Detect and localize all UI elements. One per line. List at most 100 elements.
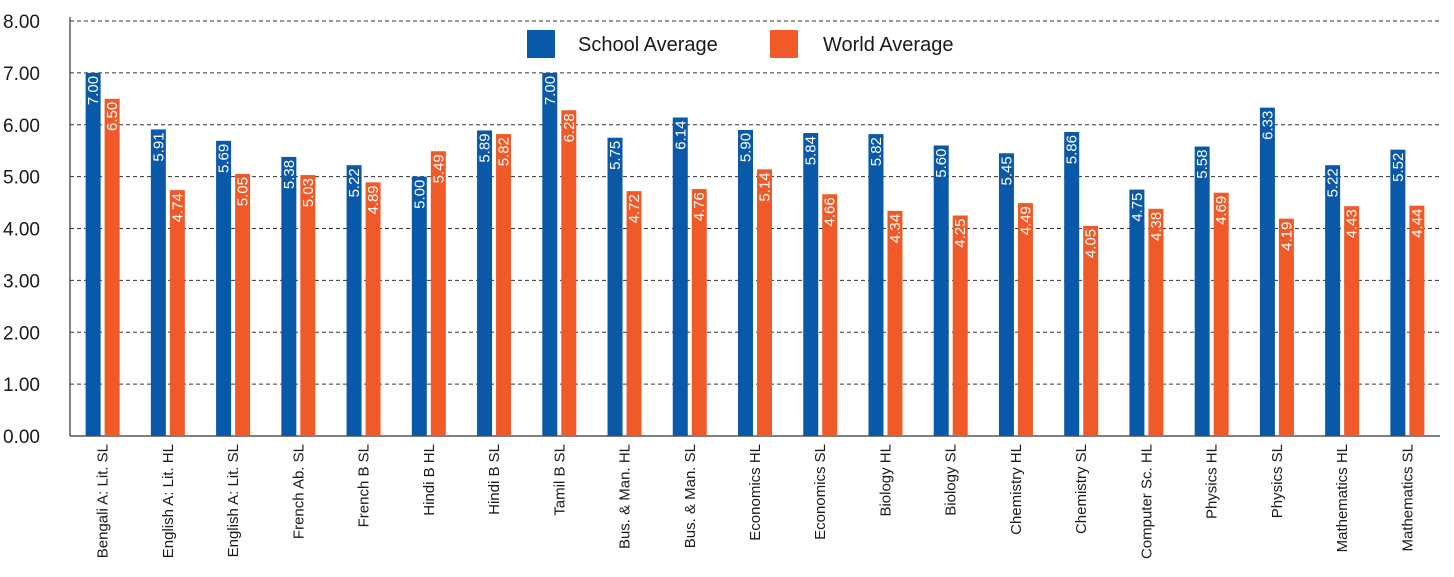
x-tick-label: Economics SL [812, 444, 829, 540]
x-tick-label: Biology SL [943, 444, 960, 516]
world-average-value-label: 4.89 [365, 185, 382, 214]
y-tick-label: 5.00 [3, 168, 40, 189]
world-average-bar [757, 169, 772, 437]
world-average-value-label: 4.43 [1344, 209, 1361, 238]
x-tick-label: Bus. & Man. HL [617, 444, 634, 549]
school-average-value-label: 5.45 [998, 156, 1015, 185]
world-average-value-label: 4.44 [1409, 209, 1426, 238]
x-tick-label: Biology HL [877, 444, 894, 517]
school-average-bar [281, 156, 297, 436]
world-average-bar [822, 194, 838, 436]
world-average-value-label: 4.66 [822, 197, 839, 226]
school-average-bar [85, 72, 101, 436]
x-tick-label: Hindi B SL [486, 444, 503, 515]
school-average-value-label: 6.33 [1259, 111, 1276, 140]
x-tick-label: English A: Lit. SL [225, 444, 242, 557]
x-tick-label: French Ab. SL [290, 444, 307, 539]
y-tick-label: 4.00 [3, 220, 40, 241]
world-average-value-label: 4.69 [1213, 196, 1230, 225]
world-average-bar [626, 191, 642, 436]
world-average-bar [952, 215, 968, 436]
school-average-value-label: 7.00 [542, 76, 559, 105]
school-average-value-label: 5.22 [346, 168, 363, 197]
world-average-value-label: 6.28 [561, 113, 578, 142]
school-average-bar [998, 153, 1014, 436]
world-average-value-label: 4.74 [169, 193, 186, 222]
school-average-value-label: 5.69 [216, 144, 233, 173]
world-average-value-label: 5.14 [757, 172, 774, 201]
x-tick-label: Chemistry SL [1073, 444, 1090, 534]
world-average-bar [1017, 203, 1033, 436]
school-average-value-label: 5.82 [868, 137, 885, 166]
school-average-value-label: 5.86 [1064, 135, 1081, 164]
legend-label-school-average: School Average [578, 34, 718, 56]
school-average-bar [477, 130, 493, 437]
school-average-bar [1390, 149, 1406, 436]
x-tick-label: Mathematics HL [1334, 444, 1351, 552]
world-average-value-label: 4.38 [1148, 212, 1165, 241]
y-tick-label: 6.00 [3, 116, 40, 137]
world-average-value-label: 6.50 [104, 102, 121, 131]
world-average-value-label: 4.72 [626, 194, 643, 223]
world-average-bar [300, 175, 316, 436]
x-tick-label: Physics SL [1269, 444, 1286, 518]
x-tick-label: Bengali A: Lit. SL [95, 444, 112, 558]
x-tick-label: Economics HL [747, 444, 764, 541]
world-average-value-label: 4.05 [1083, 229, 1100, 258]
y-tick-label: 8.00 [3, 12, 40, 33]
world-average-bar [169, 190, 185, 436]
school-average-value-label: 6.14 [672, 120, 689, 149]
bars: 7.006.505.914.745.695.055.385.03 5.224.89… [85, 72, 1426, 437]
school-average-value-label: 5.89 [477, 133, 494, 162]
x-tick-label: Computer Sc. HL [1138, 444, 1155, 559]
school-average-value-label: 5.75 [607, 141, 624, 170]
world-average-value-label: 4.19 [1278, 222, 1295, 251]
world-average-bar [430, 151, 446, 437]
school-average-bar [346, 165, 362, 436]
school-average-value-label: 5.90 [738, 133, 755, 162]
school-average-bar [1325, 165, 1341, 436]
school-average-bar [542, 72, 558, 436]
world-average-bar [496, 134, 512, 436]
legend-swatch-school-average [527, 30, 555, 58]
world-average-value-label: 4.34 [887, 214, 904, 243]
legend-label-world-average: World Average [823, 34, 953, 56]
world-average-bar [1278, 218, 1294, 436]
world-average-value-label: 5.49 [430, 154, 447, 183]
legend-swatch-world-average [770, 30, 798, 58]
gridlines [69, 17, 1440, 437]
world-average-bar [1213, 192, 1229, 436]
school-average-bar [150, 129, 166, 436]
world-average-bar [691, 189, 707, 436]
school-average-value-label: 5.22 [1325, 168, 1342, 197]
x-tick-label: English A: Lit. HL [160, 444, 177, 558]
legend: School Average World Average [527, 30, 953, 58]
world-average-bar [1409, 205, 1425, 436]
x-tick-label: Tamil B SL [551, 444, 568, 516]
world-average-value-label: 5.05 [235, 177, 252, 206]
school-average-value-label: 5.60 [933, 149, 950, 178]
world-average-bar [887, 210, 903, 436]
y-tick-label: 1.00 [3, 375, 40, 396]
y-axis-ticks: 0.00 1.00 2.00 3.00 4.00 5.00 6.00 7.00 8.00 [3, 12, 40, 448]
world-average-bar [561, 110, 577, 436]
x-tick-label: Mathematics SL [1399, 444, 1416, 552]
x-tick-label: French B SL [356, 444, 373, 527]
school-average-bar [1259, 107, 1275, 436]
school-average-bar [1064, 132, 1080, 436]
school-average-bar [607, 137, 623, 436]
school-average-bar [738, 129, 753, 436]
world-average-bar [1083, 225, 1099, 436]
school-average-bar [1194, 146, 1210, 436]
y-tick-label: 0.00 [3, 427, 40, 448]
school-average-bar [933, 145, 949, 436]
school-average-value-label: 5.58 [1194, 150, 1211, 179]
school-average-bar [803, 133, 819, 437]
school-average-bar [672, 117, 688, 437]
world-average-value-label: 4.25 [952, 219, 969, 248]
world-average-bar [1344, 206, 1360, 436]
school-average-bar [216, 140, 232, 437]
school-average-value-label: 5.91 [150, 132, 167, 161]
world-average-value-label: 4.76 [691, 192, 708, 221]
